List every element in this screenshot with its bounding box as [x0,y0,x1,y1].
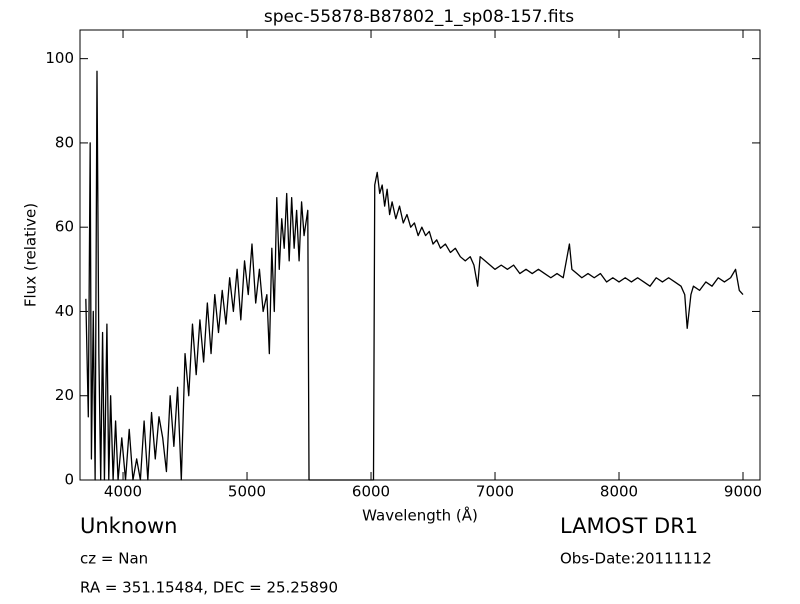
y-tick-label: 100 [45,49,74,67]
x-tick-label: 6000 [352,483,390,501]
plot-frame [79,29,761,481]
y-axis-label: Flux (relative) [22,203,40,307]
y-tick-label: 80 [55,133,74,151]
object-class: Unknown [80,514,177,538]
y-tick-label: 40 [55,302,74,320]
y-tick-label: 0 [64,471,74,489]
x-tick-label: 7000 [476,483,514,501]
x-tick-label: 5000 [228,483,266,501]
x-tick-label: 4000 [104,483,142,501]
x-tick-label: 9000 [724,483,762,501]
x-axis-label: Wavelength (Å) [362,506,478,525]
spectrum-line [85,70,744,481]
obs-date: Obs-Date:20111112 [560,550,712,568]
redshift: cz = Nan [80,550,148,568]
coordinates: RA = 351.15484, DEC = 25.25890 [80,579,338,597]
y-tick-label: 60 [55,218,74,236]
survey-name: LAMOST DR1 [560,514,698,538]
chart-title: spec-55878-B87802_1_sp08-157.fits [264,7,574,27]
y-tick-label: 20 [55,386,74,404]
x-tick-label: 8000 [600,483,638,501]
